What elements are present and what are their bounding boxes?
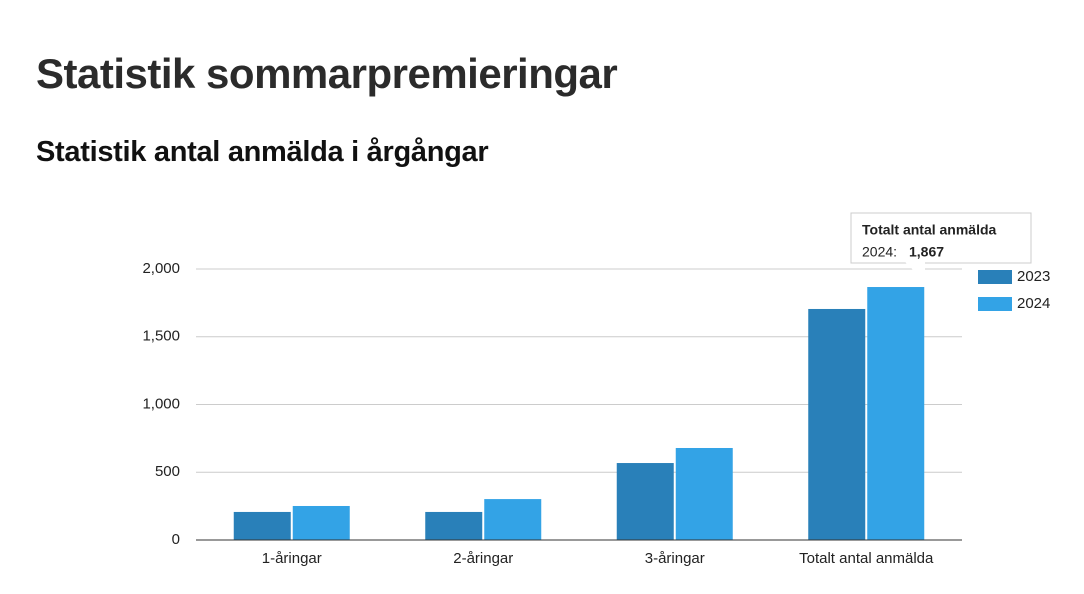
chart-heading: Statistik antal anmälda i årgångar <box>36 136 489 168</box>
tooltip-title: Totalt antal anmälda <box>862 222 997 238</box>
bar <box>233 511 291 540</box>
y-tick-label: 0 <box>172 531 180 548</box>
bar <box>425 511 483 540</box>
bar <box>867 287 925 540</box>
tooltip: Totalt antal anmälda 2024: 1,867 <box>850 212 1032 282</box>
bar <box>616 463 674 540</box>
tooltip-value: 1,867 <box>909 244 944 260</box>
legend-swatch <box>978 297 1012 311</box>
tooltip-label: 2024: <box>862 244 897 260</box>
page-title: Statistik sommarpremieringar <box>36 50 618 97</box>
legend-label: 2024 <box>1017 295 1050 312</box>
x-tick-label: 2-åringar <box>453 550 513 567</box>
x-tick-label: 3-åringar <box>645 550 705 567</box>
x-tick-label: Totalt antal anmälda <box>799 550 934 567</box>
y-tick-label: 1,500 <box>142 328 180 345</box>
bar <box>808 308 866 540</box>
y-tick-label: 1,000 <box>142 395 180 412</box>
legend-swatch <box>978 270 1012 284</box>
legend-label: 2023 <box>1017 268 1050 285</box>
x-tick-label: 1-åringar <box>262 550 322 567</box>
bar <box>675 447 733 540</box>
tooltip-box <box>850 212 1032 264</box>
tooltip-pointer <box>905 262 925 282</box>
y-tick-label: 2,000 <box>142 260 180 277</box>
bar <box>484 499 542 540</box>
y-tick-label: 500 <box>155 463 180 480</box>
bar <box>292 505 350 540</box>
